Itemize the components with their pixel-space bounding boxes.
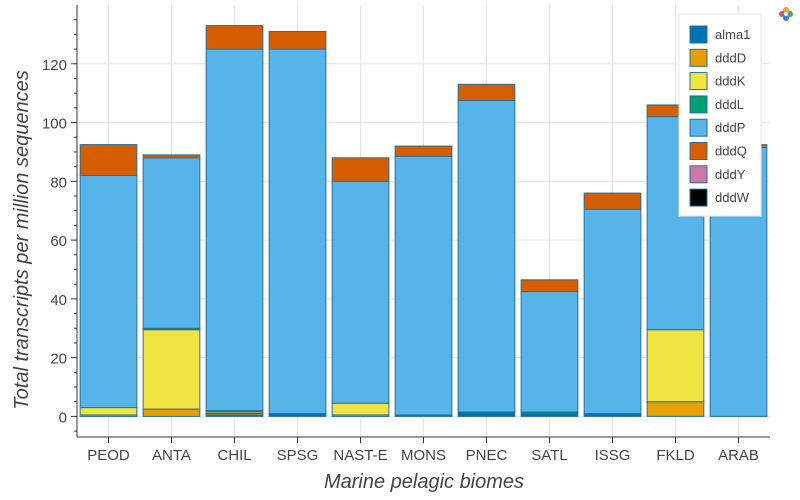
x-tick-label: CHIL [217, 447, 251, 464]
legend-swatch-alma1[interactable] [689, 25, 708, 44]
legend-swatch-dddW[interactable] [689, 188, 708, 207]
legend-swatch-dddD[interactable] [689, 48, 708, 67]
x-tick-label: FKLD [656, 447, 695, 464]
y-tick-label: 0 [59, 409, 67, 426]
legend-label-dddL[interactable]: dddL [715, 97, 744, 112]
bar-segment-dddQ-NAST-E[interactable] [331, 157, 390, 182]
bar-segment-dddP-PNEC[interactable] [457, 100, 516, 413]
x-tick-label: PEOD [87, 447, 130, 464]
bar-segment-dddP-SATL[interactable] [520, 291, 579, 413]
y-tick-label: 80 [50, 174, 67, 191]
legend-label-dddD[interactable]: dddD [715, 50, 746, 65]
bar-segment-dddK-NAST-E[interactable] [331, 402, 390, 416]
bar-segment-dddQ-SPSG[interactable] [268, 30, 327, 50]
x-tick-label: PNEC [466, 447, 508, 464]
bar-segment-alma1-PNEC[interactable] [457, 411, 516, 417]
bar-segment-dddK-ANTA[interactable] [142, 329, 201, 410]
bar-segment-dddD-ANTA[interactable] [142, 408, 201, 417]
bar-segment-dddQ-CHIL[interactable] [205, 25, 264, 50]
x-tick-label: SATL [531, 447, 567, 464]
y-axis-title: Total transcripts per million sequences [11, 70, 33, 409]
legend-label-dddP[interactable]: dddP [715, 120, 745, 135]
legend-label-dddY[interactable]: dddY [715, 167, 746, 182]
x-tick-label: SPSG [277, 447, 319, 464]
bar-segment-dddQ-ANTA[interactable] [142, 154, 201, 159]
legend-swatch-dddQ[interactable] [689, 142, 708, 160]
bar-segment-dddP-NAST-E[interactable] [331, 180, 390, 404]
legend-box [678, 13, 762, 217]
bar-segment-dddQ-PNEC[interactable] [457, 83, 516, 102]
legend-swatch-dddY[interactable] [689, 165, 708, 184]
y-tick-label: 120 [42, 57, 67, 74]
x-tick-label: ANTA [152, 447, 191, 464]
y-tick-label: 40 [50, 292, 67, 309]
legend-label-dddK[interactable]: dddK [715, 74, 746, 89]
bar-segment-dddQ-ISSG[interactable] [583, 192, 642, 210]
x-tick-label: ARAB [718, 447, 759, 464]
axes: 0 20 40 60 80 100 120 PEOD ANTA CHIL SPSG NAST-E MON… [42, 5, 770, 464]
bar-segment-dddP-ANTA[interactable] [142, 157, 201, 329]
bar-segment-dddP-ISSG[interactable] [583, 208, 642, 414]
x-tick-label: NAST-E [333, 447, 387, 464]
y-tick-label: 60 [50, 233, 67, 250]
bar-segment-dddK-FKLD[interactable] [646, 329, 705, 403]
bar-segment-dddQ-PEOD[interactable] [79, 144, 138, 176]
bokeh-logo-icon[interactable] [778, 6, 794, 22]
bar-segment-dddP-PEOD[interactable] [79, 174, 138, 409]
bar-segment-dddQ-SATL[interactable] [520, 279, 579, 293]
legend-label-dddW[interactable]: dddW [715, 190, 750, 205]
legend-swatch-dddK[interactable] [689, 72, 708, 91]
legend: alma1 dddD dddK dddL dddP dddQ dddY dddW [678, 13, 762, 217]
bars [79, 25, 768, 417]
legend-swatch-dddL[interactable] [689, 95, 708, 114]
bar-segment-dddP-CHIL[interactable] [205, 48, 264, 412]
x-axis-title: Marine pelagic biomes [324, 471, 524, 493]
x-tick-label: ISSG [595, 447, 631, 464]
x-tick-label: MONS [401, 447, 446, 464]
bar-segment-dddP-MONS[interactable] [394, 155, 453, 416]
y-tick-label: 100 [42, 116, 67, 133]
bar-segment-dddD-FKLD[interactable] [646, 401, 705, 417]
bar-segment-dddP-SPSG[interactable] [268, 48, 327, 414]
legend-label-alma1[interactable]: alma1 [715, 27, 750, 42]
bar-segment-dddQ-MONS[interactable] [394, 145, 453, 157]
legend-swatch-dddP[interactable] [689, 118, 708, 137]
legend-label-dddQ[interactable]: dddQ [715, 144, 747, 159]
bar-segment-dddK-PEOD[interactable] [79, 407, 138, 416]
y-tick-label: 20 [50, 351, 67, 368]
